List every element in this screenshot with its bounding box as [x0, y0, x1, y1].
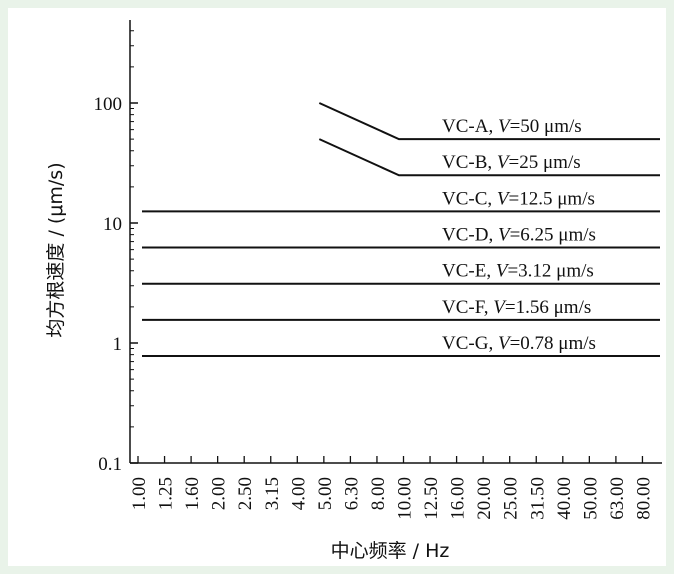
x-tick-label: 1.00 [129, 477, 150, 510]
x-tick-label: 2.00 [209, 477, 230, 510]
series-label-vc-c: VC-C, V=12.5 μm/s [442, 188, 595, 209]
series-label-vc-b: VC-B, V=25 μm/s [442, 152, 581, 173]
series-label-vc-g: VC-G, V=0.78 μm/s [442, 333, 596, 354]
x-axis-title: 中心频率 / Hz [331, 540, 450, 562]
x-tick-label: 1.60 [182, 477, 203, 510]
series-label-vc-e: VC-E, V=3.12 μm/s [442, 261, 594, 282]
y-tick-label: 100 [94, 94, 123, 115]
x-tick-label: 1.25 [156, 477, 177, 510]
series-label-vc-f: VC-F, V=1.56 μm/s [442, 297, 591, 318]
x-tick-label: 5.00 [315, 477, 336, 510]
y-ticks: 0.1 1 10 100 [94, 30, 138, 475]
x-tick-label: 25.00 [501, 477, 522, 520]
chart-frame: 0.1 1 10 100 1.00 1.25 1.60 2.00 2.50 3.15 4.00 5.… [8, 8, 666, 566]
series-label-vc-a: VC-A, V=50 μm/s [442, 116, 582, 137]
x-tick-label: 2.50 [235, 477, 256, 510]
y-tick-label: 10 [103, 214, 122, 235]
y-tick-label: 0.1 [98, 454, 122, 475]
x-tick-label: 4.00 [288, 477, 309, 510]
x-ticks: 1.00 1.25 1.60 2.00 2.50 3.15 4.00 5.00 6.30 8.00… [129, 456, 654, 520]
x-tick-label: 31.50 [527, 477, 548, 520]
series-lines [142, 102, 660, 357]
x-tick-label: 16.00 [448, 477, 469, 520]
series-label-vc-d: VC-D, V=6.25 μm/s [442, 224, 596, 245]
x-tick-label: 63.00 [607, 477, 628, 520]
chart-svg: 0.1 1 10 100 1.00 1.25 1.60 2.00 2.50 3.15 4.00 5.… [45, 20, 662, 562]
x-tick-label: 3.15 [262, 477, 283, 510]
x-tick-label: 20.00 [474, 477, 495, 520]
x-tick-label: 40.00 [554, 477, 575, 520]
x-tick-label: 6.30 [341, 477, 362, 510]
x-tick-label: 12.50 [421, 477, 442, 520]
series-labels: VC-A, V=50 μm/s VC-B, V=25 μm/s VC-C, V=12… [442, 116, 596, 354]
x-tick-label: 8.00 [368, 477, 389, 510]
x-tick-label: 10.00 [395, 477, 416, 520]
x-tick-label: 80.00 [633, 477, 654, 520]
y-axis-title: 均方根速度 / (μm/s) [45, 162, 67, 337]
series-line-vc-a [318, 102, 660, 141]
series-line-vc-b [318, 138, 660, 177]
x-tick-label: 50.00 [580, 477, 601, 520]
y-tick-label: 1 [113, 334, 123, 355]
